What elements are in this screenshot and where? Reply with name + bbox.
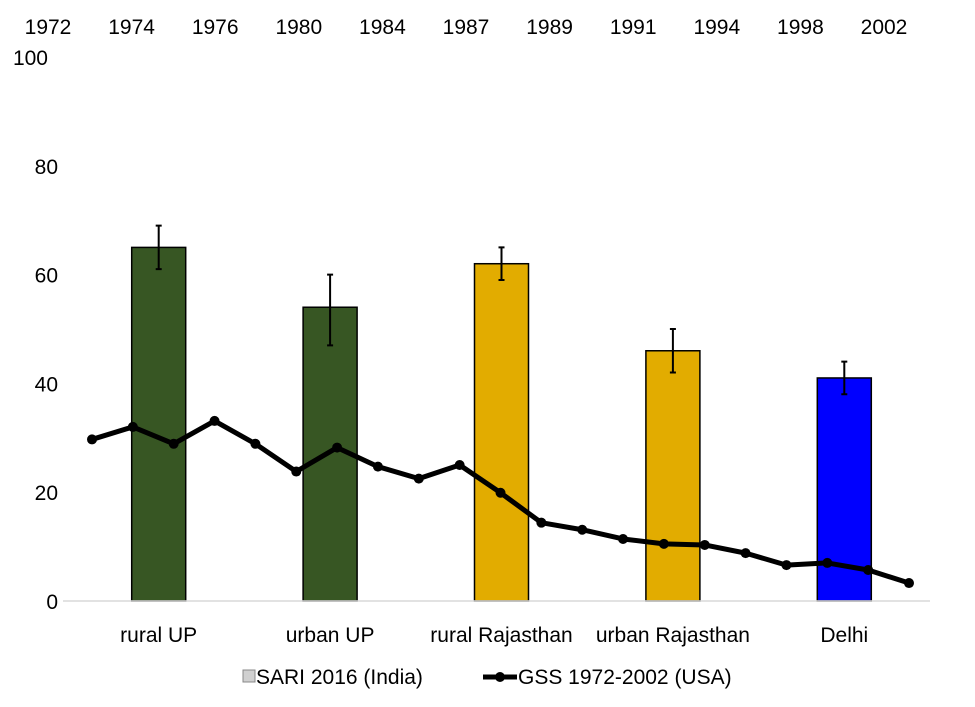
secondary-x-tick-label: 1994: [693, 16, 740, 39]
line-point: [291, 466, 302, 477]
line-point: [372, 461, 383, 472]
line-point: [781, 560, 792, 571]
line-point: [332, 442, 343, 453]
error-bar: [327, 273, 334, 347]
secondary-x-tick-label: 1987: [443, 16, 490, 39]
line-point: [168, 438, 179, 449]
error-bar: [841, 360, 848, 396]
line-point: [87, 434, 97, 445]
secondary-x-tick-label: 1991: [610, 16, 657, 39]
secondary-x-tick-label: 1972: [25, 16, 72, 39]
bar: [130, 246, 187, 602]
line-point: [740, 548, 751, 559]
bar: [473, 262, 530, 602]
line-point: [577, 524, 588, 535]
line-point: [250, 438, 261, 449]
secondary-x-tick-label: 2002: [861, 16, 908, 39]
y-tick-label: 60: [35, 265, 58, 288]
secondary-x-tick-label: 1976: [192, 16, 239, 39]
error-bar: [669, 328, 676, 374]
y-tick-label: 0: [46, 591, 58, 614]
x-tick-label: rural UP: [120, 624, 197, 647]
line-point: [413, 473, 424, 484]
line-point: [699, 539, 710, 550]
y-tick-label: 80: [35, 156, 58, 179]
y-tick-label: 20: [35, 482, 58, 505]
line-point: [454, 460, 465, 470]
secondary-x-tick-label: 1974: [108, 16, 155, 39]
error-bar: [498, 246, 505, 282]
legend-swatch-marker: [495, 672, 505, 682]
y-tick-label: 100: [13, 47, 48, 70]
line-point: [863, 564, 874, 575]
x-tick-label: urban Rajasthan: [596, 624, 750, 647]
legend-label-line: GSS 1972-2002 (USA): [518, 666, 732, 689]
x-tick-label: urban UP: [286, 624, 375, 647]
line-point: [209, 415, 220, 426]
legend-label-bar: SARI 2016 (India): [256, 666, 423, 689]
secondary-x-tick-label: 1998: [777, 16, 824, 39]
line-point: [658, 538, 669, 549]
error-bar: [155, 224, 162, 271]
line-point: [618, 533, 629, 544]
secondary-x-tick-label: 1980: [275, 16, 322, 39]
line-point: [495, 487, 506, 498]
line-point: [536, 517, 547, 528]
x-tick-label: rural Rajasthan: [430, 624, 572, 647]
x-tick-label: Delhi: [820, 624, 868, 647]
secondary-x-tick-label: 1989: [526, 16, 573, 39]
legend-swatch-bar: [242, 669, 256, 683]
secondary-x-tick-label: 1984: [359, 16, 406, 39]
line-point: [904, 578, 914, 589]
line-point: [822, 557, 833, 568]
bar: [645, 350, 701, 602]
line-point: [127, 421, 138, 432]
y-tick-label: 40: [35, 373, 58, 396]
